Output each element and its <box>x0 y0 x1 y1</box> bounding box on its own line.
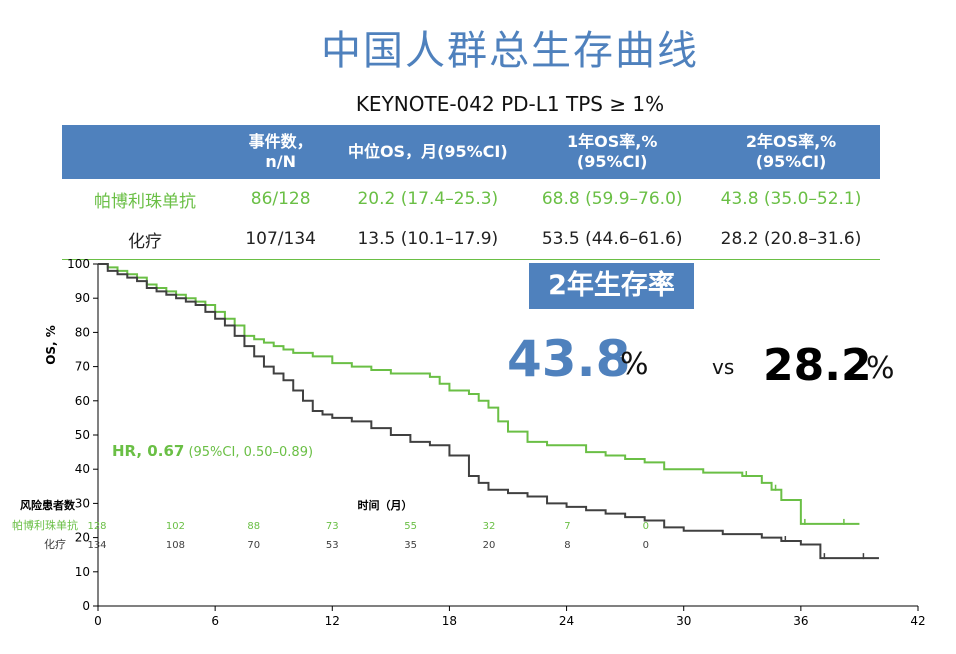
risk-count: 70 <box>247 540 260 551</box>
vs-label: vs <box>712 355 735 379</box>
km-curve-pembrolizumab <box>98 263 860 525</box>
row-median: 13.5 (10.1–17.9) <box>333 219 523 260</box>
row-os1: 68.8 (59.9–76.0) <box>541 189 683 209</box>
risk-row-label: 帕博利珠单抗 <box>12 518 78 532</box>
km-curve-chemotherapy <box>98 263 879 560</box>
risk-table-header: 风险患者数 <box>20 498 76 512</box>
pembro-2yr-value: 43.8 <box>507 330 631 388</box>
header-os-2yr: 2年OS率,% (95%CI) <box>702 125 880 179</box>
x-tick-label: 30 <box>676 614 691 628</box>
y-tick-label: 50 <box>75 428 90 442</box>
risk-table-time-label: 时间（月） <box>358 498 413 512</box>
risk-count: 128 <box>87 521 106 532</box>
risk-count: 73 <box>326 521 339 532</box>
y-tick-label: 60 <box>75 394 90 408</box>
risk-count: 0 <box>643 540 649 551</box>
x-tick-label: 0 <box>94 614 102 628</box>
x-tick-label: 6 <box>211 614 219 628</box>
row-pembrolizumab: 帕博利珠单抗 86/128 20.2 (17.4–25.3) 68.8 (59.… <box>62 179 880 219</box>
risk-count: 88 <box>247 521 260 532</box>
risk-count: 8 <box>564 540 570 551</box>
header-os-1yr: 1年OS率,% (95%CI) <box>522 125 703 179</box>
x-tick-label: 24 <box>559 614 574 628</box>
page-subtitle: KEYNOTE-042 PD-L1 TPS ≥ 1% <box>355 92 665 116</box>
hr-value: HR, 0.67 <box>112 442 184 460</box>
header-blank <box>62 125 228 179</box>
y-tick-label: 20 <box>75 531 90 545</box>
x-tick-label: 18 <box>442 614 457 628</box>
y-tick-label: 40 <box>75 462 90 476</box>
hr-ci: (95%CI, 0.50–0.89) <box>184 445 313 460</box>
row-events: 86/128 <box>250 189 311 209</box>
y-tick-label: 10 <box>75 565 90 579</box>
row-name: 帕博利珠单抗 <box>94 191 196 212</box>
risk-row-label: 化疗 <box>44 537 66 551</box>
summary-header-row: 事件数， n/N 中位OS，月(95%CI) 1年OS率,% (95%CI) 2年O… <box>62 125 880 179</box>
risk-count: 55 <box>404 521 417 532</box>
y-tick-label: 100 <box>67 257 90 271</box>
row-median: 20.2 (17.4–25.3) <box>357 189 499 209</box>
row-os2: 43.8 (35.0–52.1) <box>720 189 862 209</box>
y-axis-label: OS, % <box>44 325 58 365</box>
row-os2: 28.2 (20.8–31.6) <box>702 219 880 260</box>
risk-count: 0 <box>643 521 649 532</box>
summary-table: 事件数， n/N 中位OS，月(95%CI) 1年OS率,% (95%CI) 2年O… <box>62 125 880 260</box>
pembro-2yr-unit: % <box>620 347 649 382</box>
y-tick-label: 70 <box>75 360 90 374</box>
risk-count: 102 <box>166 521 185 532</box>
y-tick-label: 0 <box>82 599 90 613</box>
y-tick-label: 30 <box>75 496 90 510</box>
y-tick-label: 80 <box>75 325 90 339</box>
x-tick-label: 36 <box>793 614 808 628</box>
row-name: 化疗 <box>62 219 228 260</box>
hazard-ratio-label: HR, 0.67 (95%CI, 0.50–0.89) <box>112 442 313 460</box>
risk-count: 53 <box>326 540 339 551</box>
row-chemotherapy: 化疗 107/134 13.5 (10.1–17.9) 53.5 (44.6–6… <box>62 219 880 260</box>
chemo-2yr-value: 28.2 <box>763 340 872 391</box>
header-median-os: 中位OS，月(95%CI) <box>333 125 523 179</box>
y-tick-label: 90 <box>75 291 90 305</box>
row-os1: 53.5 (44.6–61.6) <box>522 219 703 260</box>
survival-badge: 2年生存率 <box>529 263 694 309</box>
x-tick-label: 42 <box>910 614 925 628</box>
x-tick-label: 12 <box>325 614 340 628</box>
risk-count: 35 <box>404 540 417 551</box>
risk-count: 7 <box>564 521 570 532</box>
risk-count: 32 <box>483 521 496 532</box>
header-events: 事件数， n/N <box>228 125 334 179</box>
page-title: 中国人群总生存曲线 <box>321 28 699 74</box>
risk-count: 20 <box>483 540 496 551</box>
chemo-2yr-unit: % <box>866 351 895 386</box>
risk-count: 134 <box>87 540 106 551</box>
risk-count: 108 <box>166 540 185 551</box>
row-events: 107/134 <box>228 219 334 260</box>
